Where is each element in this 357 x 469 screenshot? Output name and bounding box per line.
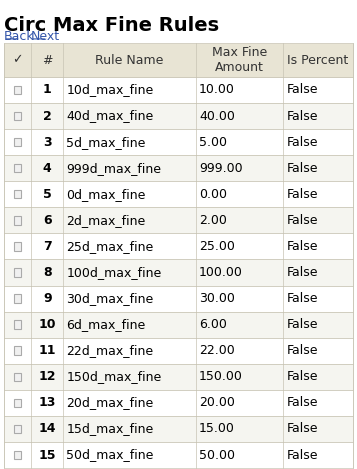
Text: 6d_max_fine: 6d_max_fine: [66, 318, 146, 331]
Text: False: False: [286, 188, 318, 201]
FancyBboxPatch shape: [14, 399, 21, 407]
Bar: [4, 390, 353, 416]
Text: False: False: [286, 371, 318, 383]
Text: 15d_max_fine: 15d_max_fine: [66, 423, 154, 435]
Text: 6: 6: [43, 214, 51, 227]
Text: False: False: [286, 344, 318, 357]
Text: 11: 11: [39, 344, 56, 357]
Text: False: False: [286, 162, 318, 174]
Text: False: False: [286, 136, 318, 149]
Text: Back: Back: [4, 30, 34, 44]
Bar: [4, 364, 353, 390]
Bar: [4, 286, 353, 311]
Text: False: False: [286, 266, 318, 279]
Text: 5: 5: [43, 188, 51, 201]
Text: 100.00: 100.00: [199, 266, 243, 279]
Text: 999d_max_fine: 999d_max_fine: [66, 162, 161, 174]
Text: 22.00: 22.00: [199, 344, 235, 357]
Text: 25.00: 25.00: [199, 240, 235, 253]
Bar: [4, 338, 353, 364]
FancyBboxPatch shape: [14, 451, 21, 459]
Bar: [4, 43, 353, 77]
FancyBboxPatch shape: [14, 242, 21, 250]
FancyBboxPatch shape: [14, 295, 21, 303]
Bar: [4, 416, 353, 442]
Bar: [4, 207, 353, 234]
Text: Is Percent: Is Percent: [287, 53, 348, 67]
Text: False: False: [286, 292, 318, 305]
Text: 20d_max_fine: 20d_max_fine: [66, 396, 154, 409]
Text: 6.00: 6.00: [199, 318, 227, 331]
Text: 1: 1: [43, 83, 51, 97]
FancyBboxPatch shape: [14, 164, 21, 173]
Text: 5.00: 5.00: [199, 136, 227, 149]
Text: 25d_max_fine: 25d_max_fine: [66, 240, 154, 253]
Text: 15.00: 15.00: [199, 423, 235, 435]
Text: False: False: [286, 110, 318, 122]
Text: False: False: [286, 318, 318, 331]
Text: False: False: [286, 214, 318, 227]
Text: False: False: [286, 83, 318, 97]
Text: 50d_max_fine: 50d_max_fine: [66, 448, 154, 461]
Text: Max Fine
Amount: Max Fine Amount: [212, 46, 267, 74]
Text: 14: 14: [39, 423, 56, 435]
Text: 100d_max_fine: 100d_max_fine: [66, 266, 162, 279]
Text: #: #: [42, 53, 52, 67]
FancyBboxPatch shape: [14, 320, 21, 329]
FancyBboxPatch shape: [14, 138, 21, 146]
FancyBboxPatch shape: [14, 268, 21, 277]
Text: 13: 13: [39, 396, 56, 409]
Text: 2d_max_fine: 2d_max_fine: [66, 214, 146, 227]
Text: 2: 2: [43, 110, 51, 122]
Text: 9: 9: [43, 292, 51, 305]
Text: ✓: ✓: [12, 53, 23, 67]
Text: 30d_max_fine: 30d_max_fine: [66, 292, 154, 305]
Text: 7: 7: [43, 240, 51, 253]
Bar: [4, 103, 353, 129]
Text: 12: 12: [39, 371, 56, 383]
Text: 999.00: 999.00: [199, 162, 243, 174]
Text: 22d_max_fine: 22d_max_fine: [66, 344, 154, 357]
Text: 10d_max_fine: 10d_max_fine: [66, 83, 154, 97]
Text: 15: 15: [39, 448, 56, 461]
Text: 30.00: 30.00: [199, 292, 235, 305]
Text: 10.00: 10.00: [199, 83, 235, 97]
Text: False: False: [286, 423, 318, 435]
Text: 20.00: 20.00: [199, 396, 235, 409]
Text: 150.00: 150.00: [199, 371, 243, 383]
Text: 10: 10: [39, 318, 56, 331]
Bar: [4, 129, 353, 155]
Text: Circ Max Fine Rules: Circ Max Fine Rules: [4, 16, 219, 36]
Text: 50.00: 50.00: [199, 448, 235, 461]
FancyBboxPatch shape: [14, 190, 21, 198]
FancyBboxPatch shape: [14, 86, 21, 94]
Text: 40d_max_fine: 40d_max_fine: [66, 110, 154, 122]
Bar: [4, 442, 353, 468]
Text: False: False: [286, 396, 318, 409]
Bar: [4, 77, 353, 103]
Bar: [4, 311, 353, 338]
Text: 150d_max_fine: 150d_max_fine: [66, 371, 162, 383]
Text: 5d_max_fine: 5d_max_fine: [66, 136, 146, 149]
Text: 0.00: 0.00: [199, 188, 227, 201]
Text: Next: Next: [30, 30, 59, 44]
FancyBboxPatch shape: [14, 347, 21, 355]
Text: 3: 3: [43, 136, 51, 149]
Text: 2.00: 2.00: [199, 214, 227, 227]
Bar: [4, 234, 353, 259]
Text: 0d_max_fine: 0d_max_fine: [66, 188, 146, 201]
Bar: [4, 181, 353, 207]
Text: Rule Name: Rule Name: [95, 53, 164, 67]
Text: False: False: [286, 448, 318, 461]
FancyBboxPatch shape: [14, 425, 21, 433]
Text: 4: 4: [43, 162, 51, 174]
Text: 40.00: 40.00: [199, 110, 235, 122]
Text: False: False: [286, 240, 318, 253]
Bar: [4, 259, 353, 286]
FancyBboxPatch shape: [14, 372, 21, 381]
Text: 8: 8: [43, 266, 51, 279]
FancyBboxPatch shape: [14, 216, 21, 225]
Bar: [4, 155, 353, 181]
FancyBboxPatch shape: [14, 112, 21, 120]
